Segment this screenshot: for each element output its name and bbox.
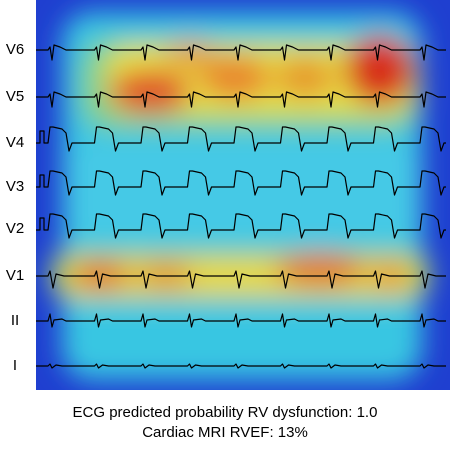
lead-label-v1: V1 [5,267,25,284]
ecg-trace-v5 [36,91,446,108]
caption-rvef: Cardiac MRI RVEF: 13% [142,424,308,441]
lead-label-v4: V4 [5,134,25,151]
lead-label-ii: II [10,312,20,329]
ecg-trace-v1 [36,270,446,289]
ecg-trace-v6 [36,44,446,61]
lead-label-v5: V5 [5,88,25,105]
ecg-trace-v3 [36,170,446,196]
ecg-traces [36,44,446,369]
ecg-trace-v2 [36,213,446,239]
lead-label-i: I [12,357,18,374]
caption-probability: ECG predicted probability RV dysfunction… [72,404,378,421]
ecg-trace-v4 [36,126,446,152]
lead-label-v6: V6 [5,41,25,58]
ecg-trace-ii [36,313,446,328]
lead-label-v2: V2 [5,220,25,237]
ecg-trace-i [36,363,446,369]
lead-label-v3: V3 [5,178,25,195]
